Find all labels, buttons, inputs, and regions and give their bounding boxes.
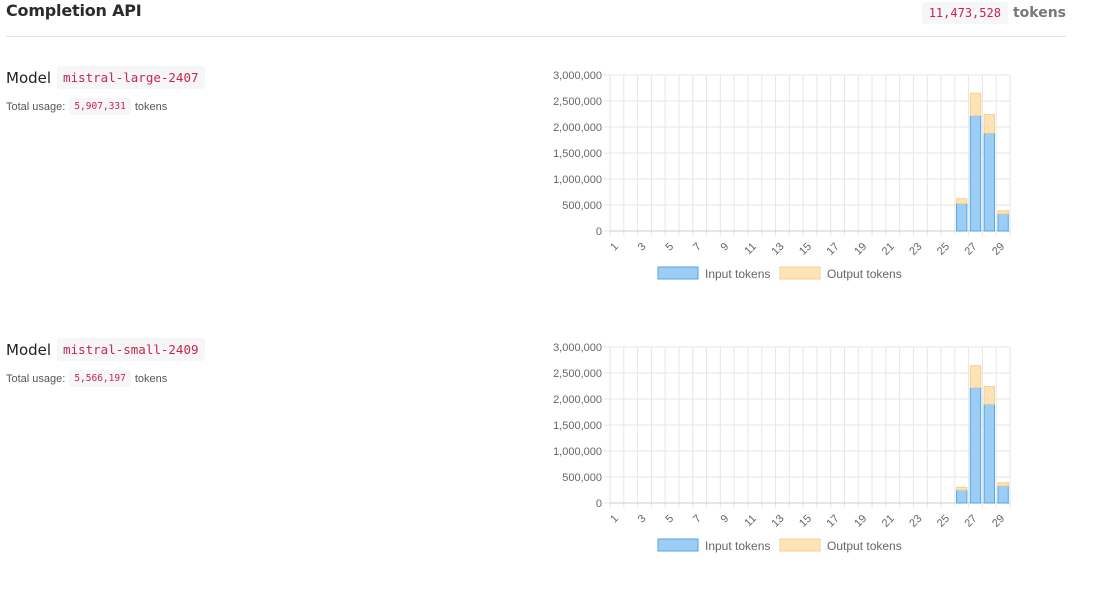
bar-input-tokens[interactable] bbox=[997, 213, 1009, 232]
x-tick-label: 21 bbox=[880, 513, 897, 530]
x-tick-label: 1 bbox=[608, 513, 621, 526]
x-tick-label: 25 bbox=[935, 241, 952, 258]
x-tick-label: 9 bbox=[719, 241, 732, 254]
x-tick-label: 29 bbox=[990, 513, 1007, 530]
y-tick-label: 500,000 bbox=[562, 472, 602, 484]
bar-input-tokens[interactable] bbox=[983, 132, 995, 232]
legend-label-input[interactable]: Input tokens bbox=[705, 267, 770, 281]
legend-label-input[interactable]: Input tokens bbox=[705, 539, 770, 553]
legend-swatch-output[interactable] bbox=[779, 266, 821, 280]
y-tick-label: 1,500,000 bbox=[553, 420, 602, 432]
x-tick-label: 13 bbox=[769, 241, 786, 258]
x-tick-label: 19 bbox=[852, 513, 869, 530]
x-tick-label: 19 bbox=[852, 241, 869, 258]
x-tick-label: 11 bbox=[742, 241, 759, 258]
usage-chart: 3,000,000 2,500,000 2,000,000 1,500,000 1,00… bbox=[553, 342, 1011, 553]
x-tick-label: 11 bbox=[742, 513, 759, 530]
bar-output-tokens[interactable] bbox=[956, 198, 968, 204]
x-tick-label: 15 bbox=[797, 513, 814, 530]
y-tick-label: 1,000,000 bbox=[553, 446, 602, 458]
y-tick-label: 500,000 bbox=[562, 200, 602, 212]
x-tick-label: 17 bbox=[825, 513, 842, 530]
model-section: Model mistral-large-2407 Total usage: 5,… bbox=[0, 66, 1096, 318]
x-tick-label: 1 bbox=[608, 241, 621, 254]
x-tick-label: 7 bbox=[691, 241, 704, 254]
bar-input-tokens[interactable] bbox=[983, 403, 995, 504]
y-tick-label: 3,000,000 bbox=[553, 342, 602, 354]
x-tick-label: 25 bbox=[935, 513, 952, 530]
bar-input-tokens[interactable] bbox=[956, 202, 968, 232]
usage-unit: tokens bbox=[134, 372, 168, 385]
bar-output-tokens[interactable] bbox=[997, 210, 1009, 215]
bar-output-tokens[interactable] bbox=[969, 365, 982, 389]
model-name: mistral-small-2409 bbox=[57, 338, 205, 361]
y-tick-label: 2,500,000 bbox=[553, 96, 602, 108]
model-label: Model bbox=[6, 68, 52, 87]
bar-output-tokens[interactable] bbox=[997, 482, 1009, 487]
x-tick-label: 15 bbox=[797, 241, 814, 258]
y-tick-label: 2,000,000 bbox=[553, 394, 602, 406]
bar-input-tokens[interactable] bbox=[969, 387, 982, 504]
x-tick-label: 5 bbox=[663, 513, 676, 526]
usage-value: 5,566,197 bbox=[69, 370, 131, 387]
legend-label-output[interactable]: Output tokens bbox=[827, 267, 902, 281]
y-tick-label: 1,500,000 bbox=[553, 148, 602, 160]
page-title: Completion API bbox=[6, 1, 142, 20]
model-heading: Model mistral-large-2407 bbox=[6, 66, 205, 89]
y-tick-label: 2,500,000 bbox=[553, 368, 602, 380]
legend-swatch-input[interactable] bbox=[657, 538, 699, 552]
usage-label: Total usage: bbox=[6, 100, 66, 113]
legend-swatch-output[interactable] bbox=[779, 538, 821, 552]
usage-line: Total usage: 5,907,331 tokens bbox=[6, 98, 167, 115]
bar-output-tokens[interactable] bbox=[956, 486, 968, 491]
y-tick-label: 1,000,000 bbox=[553, 174, 602, 186]
x-tick-label: 23 bbox=[907, 513, 924, 530]
total-tokens-unit: tokens bbox=[1012, 5, 1066, 21]
bar-input-tokens[interactable] bbox=[969, 115, 982, 232]
y-tick-label: 3,000,000 bbox=[553, 70, 602, 82]
legend-swatch-input[interactable] bbox=[657, 266, 699, 280]
bar-input-tokens[interactable] bbox=[997, 485, 1009, 504]
usage-line: Total usage: 5,566,197 tokens bbox=[6, 370, 167, 387]
usage-unit: tokens bbox=[134, 100, 168, 113]
x-tick-label: 27 bbox=[962, 513, 979, 530]
total-tokens-value: 11,473,528 bbox=[921, 2, 1008, 24]
x-tick-label: 3 bbox=[636, 513, 649, 526]
bar-output-tokens[interactable] bbox=[983, 386, 995, 405]
x-tick-label: 5 bbox=[663, 241, 676, 254]
bar-output-tokens[interactable] bbox=[969, 92, 982, 117]
model-heading: Model mistral-small-2409 bbox=[6, 338, 205, 361]
x-tick-label: 17 bbox=[825, 241, 842, 258]
y-tick-label: 2,000,000 bbox=[553, 122, 602, 134]
total-tokens: 11,473,528 tokens bbox=[921, 2, 1066, 24]
chart-legend: Input tokens Output tokens bbox=[657, 538, 902, 553]
x-tick-label: 23 bbox=[907, 241, 924, 258]
usage-chart: 3,000,000 2,500,000 2,000,000 1,500,000 1,00… bbox=[553, 70, 1011, 281]
bar-output-tokens[interactable] bbox=[983, 114, 995, 134]
model-name: mistral-large-2407 bbox=[57, 66, 205, 89]
bar-input-tokens[interactable] bbox=[956, 489, 968, 504]
y-tick-label: 0 bbox=[596, 226, 602, 238]
model-section: Model mistral-small-2409 Total usage: 5,… bbox=[0, 338, 1096, 590]
chart-legend: Input tokens Output tokens bbox=[657, 266, 902, 281]
x-tick-label: 3 bbox=[636, 241, 649, 254]
y-tick-label: 0 bbox=[596, 498, 602, 510]
x-tick-label: 21 bbox=[880, 241, 897, 258]
usage-label: Total usage: bbox=[6, 372, 66, 385]
x-tick-label: 29 bbox=[990, 241, 1007, 258]
x-tick-label: 27 bbox=[962, 241, 979, 258]
x-tick-label: 7 bbox=[691, 513, 704, 526]
x-tick-label: 13 bbox=[769, 513, 786, 530]
legend-label-output[interactable]: Output tokens bbox=[827, 539, 902, 553]
model-label: Model bbox=[6, 340, 52, 359]
usage-value: 5,907,331 bbox=[69, 98, 131, 115]
x-tick-label: 9 bbox=[719, 513, 732, 526]
header-divider bbox=[6, 36, 1066, 37]
